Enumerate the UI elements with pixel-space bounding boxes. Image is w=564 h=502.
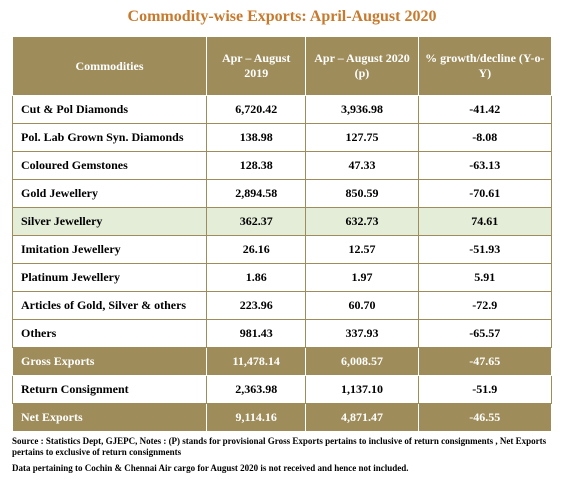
- cell-2019: 138.98: [207, 124, 306, 152]
- table-row: Gold Jewellery2,894.58850.59-70.61: [13, 180, 552, 208]
- table-row: Return Consignment2,363.981,137.10-51.9: [13, 376, 552, 404]
- cell-2020: 47.33: [306, 152, 418, 180]
- table-row: Cut & Pol Diamonds6,720.423,936.98-41.42: [13, 96, 552, 124]
- page-title: Commodity-wise Exports: April-August 202…: [12, 8, 552, 26]
- cell-2020: 632.73: [306, 208, 418, 236]
- cell-label: Pol. Lab Grown Syn. Diamonds: [13, 124, 207, 152]
- table-row: Pol. Lab Grown Syn. Diamonds138.98127.75…: [13, 124, 552, 152]
- cell-2019: 26.16: [207, 236, 306, 264]
- table-header-row: Commodities Apr – August 2019 Apr – Augu…: [13, 37, 552, 96]
- cell-2019: 9,114.16: [207, 404, 306, 432]
- cell-growth: -41.42: [418, 96, 551, 124]
- table-row: Coloured Gemstones128.3847.33-63.13: [13, 152, 552, 180]
- footnote-1: Source : Statistics Dept, GJEPC, Notes :…: [12, 436, 552, 459]
- cell-growth: -63.13: [418, 152, 551, 180]
- cell-label: Gold Jewellery: [13, 180, 207, 208]
- cell-2019: 2,894.58: [207, 180, 306, 208]
- cell-growth: -47.65: [418, 348, 551, 376]
- col-growth: % growth/decline (Y-o-Y): [418, 37, 551, 96]
- cell-2020: 3,936.98: [306, 96, 418, 124]
- cell-label: Platinum Jewellery: [13, 264, 207, 292]
- cell-2019: 223.96: [207, 292, 306, 320]
- cell-label: Return Consignment: [13, 376, 207, 404]
- table-row: Net Exports9,114.164,871.47-46.55: [13, 404, 552, 432]
- cell-label: Cut & Pol Diamonds: [13, 96, 207, 124]
- cell-2020: 4,871.47: [306, 404, 418, 432]
- cell-growth: -8.08: [418, 124, 551, 152]
- cell-2020: 6,008.57: [306, 348, 418, 376]
- cell-label: Gross Exports: [13, 348, 207, 376]
- cell-2019: 128.38: [207, 152, 306, 180]
- table-row: Platinum Jewellery1.861.975.91: [13, 264, 552, 292]
- cell-2020: 1.97: [306, 264, 418, 292]
- cell-growth: -51.93: [418, 236, 551, 264]
- cell-2019: 1.86: [207, 264, 306, 292]
- col-2019: Apr – August 2019: [207, 37, 306, 96]
- cell-growth: 5.91: [418, 264, 551, 292]
- cell-2019: 981.43: [207, 320, 306, 348]
- cell-growth: -65.57: [418, 320, 551, 348]
- col-2020: Apr – August 2020 (p): [306, 37, 418, 96]
- footnote-2: Data pertaining to Cochin & Chennai Air …: [12, 463, 552, 474]
- cell-2019: 2,363.98: [207, 376, 306, 404]
- cell-2019: 6,720.42: [207, 96, 306, 124]
- cell-label: Imitation Jewellery: [13, 236, 207, 264]
- cell-label: Net Exports: [13, 404, 207, 432]
- cell-label: Others: [13, 320, 207, 348]
- cell-2019: 11,478.14: [207, 348, 306, 376]
- cell-growth: -51.9: [418, 376, 551, 404]
- table-row: Silver Jewellery362.37632.7374.61: [13, 208, 552, 236]
- cell-label: Silver Jewellery: [13, 208, 207, 236]
- cell-2020: 12.57: [306, 236, 418, 264]
- cell-2019: 362.37: [207, 208, 306, 236]
- cell-2020: 1,137.10: [306, 376, 418, 404]
- cell-growth: -46.55: [418, 404, 551, 432]
- table-row: Articles of Gold, Silver & others223.966…: [13, 292, 552, 320]
- table-row: Gross Exports11,478.146,008.57-47.65: [13, 348, 552, 376]
- table-row: Imitation Jewellery26.1612.57-51.93: [13, 236, 552, 264]
- exports-table: Commodities Apr – August 2019 Apr – Augu…: [12, 36, 552, 432]
- cell-label: Articles of Gold, Silver & others: [13, 292, 207, 320]
- cell-2020: 60.70: [306, 292, 418, 320]
- cell-growth: 74.61: [418, 208, 551, 236]
- cell-2020: 337.93: [306, 320, 418, 348]
- cell-label: Coloured Gemstones: [13, 152, 207, 180]
- table-row: Others981.43337.93-65.57: [13, 320, 552, 348]
- col-commodities: Commodities: [13, 37, 207, 96]
- cell-growth: -72.9: [418, 292, 551, 320]
- cell-2020: 850.59: [306, 180, 418, 208]
- cell-growth: -70.61: [418, 180, 551, 208]
- cell-2020: 127.75: [306, 124, 418, 152]
